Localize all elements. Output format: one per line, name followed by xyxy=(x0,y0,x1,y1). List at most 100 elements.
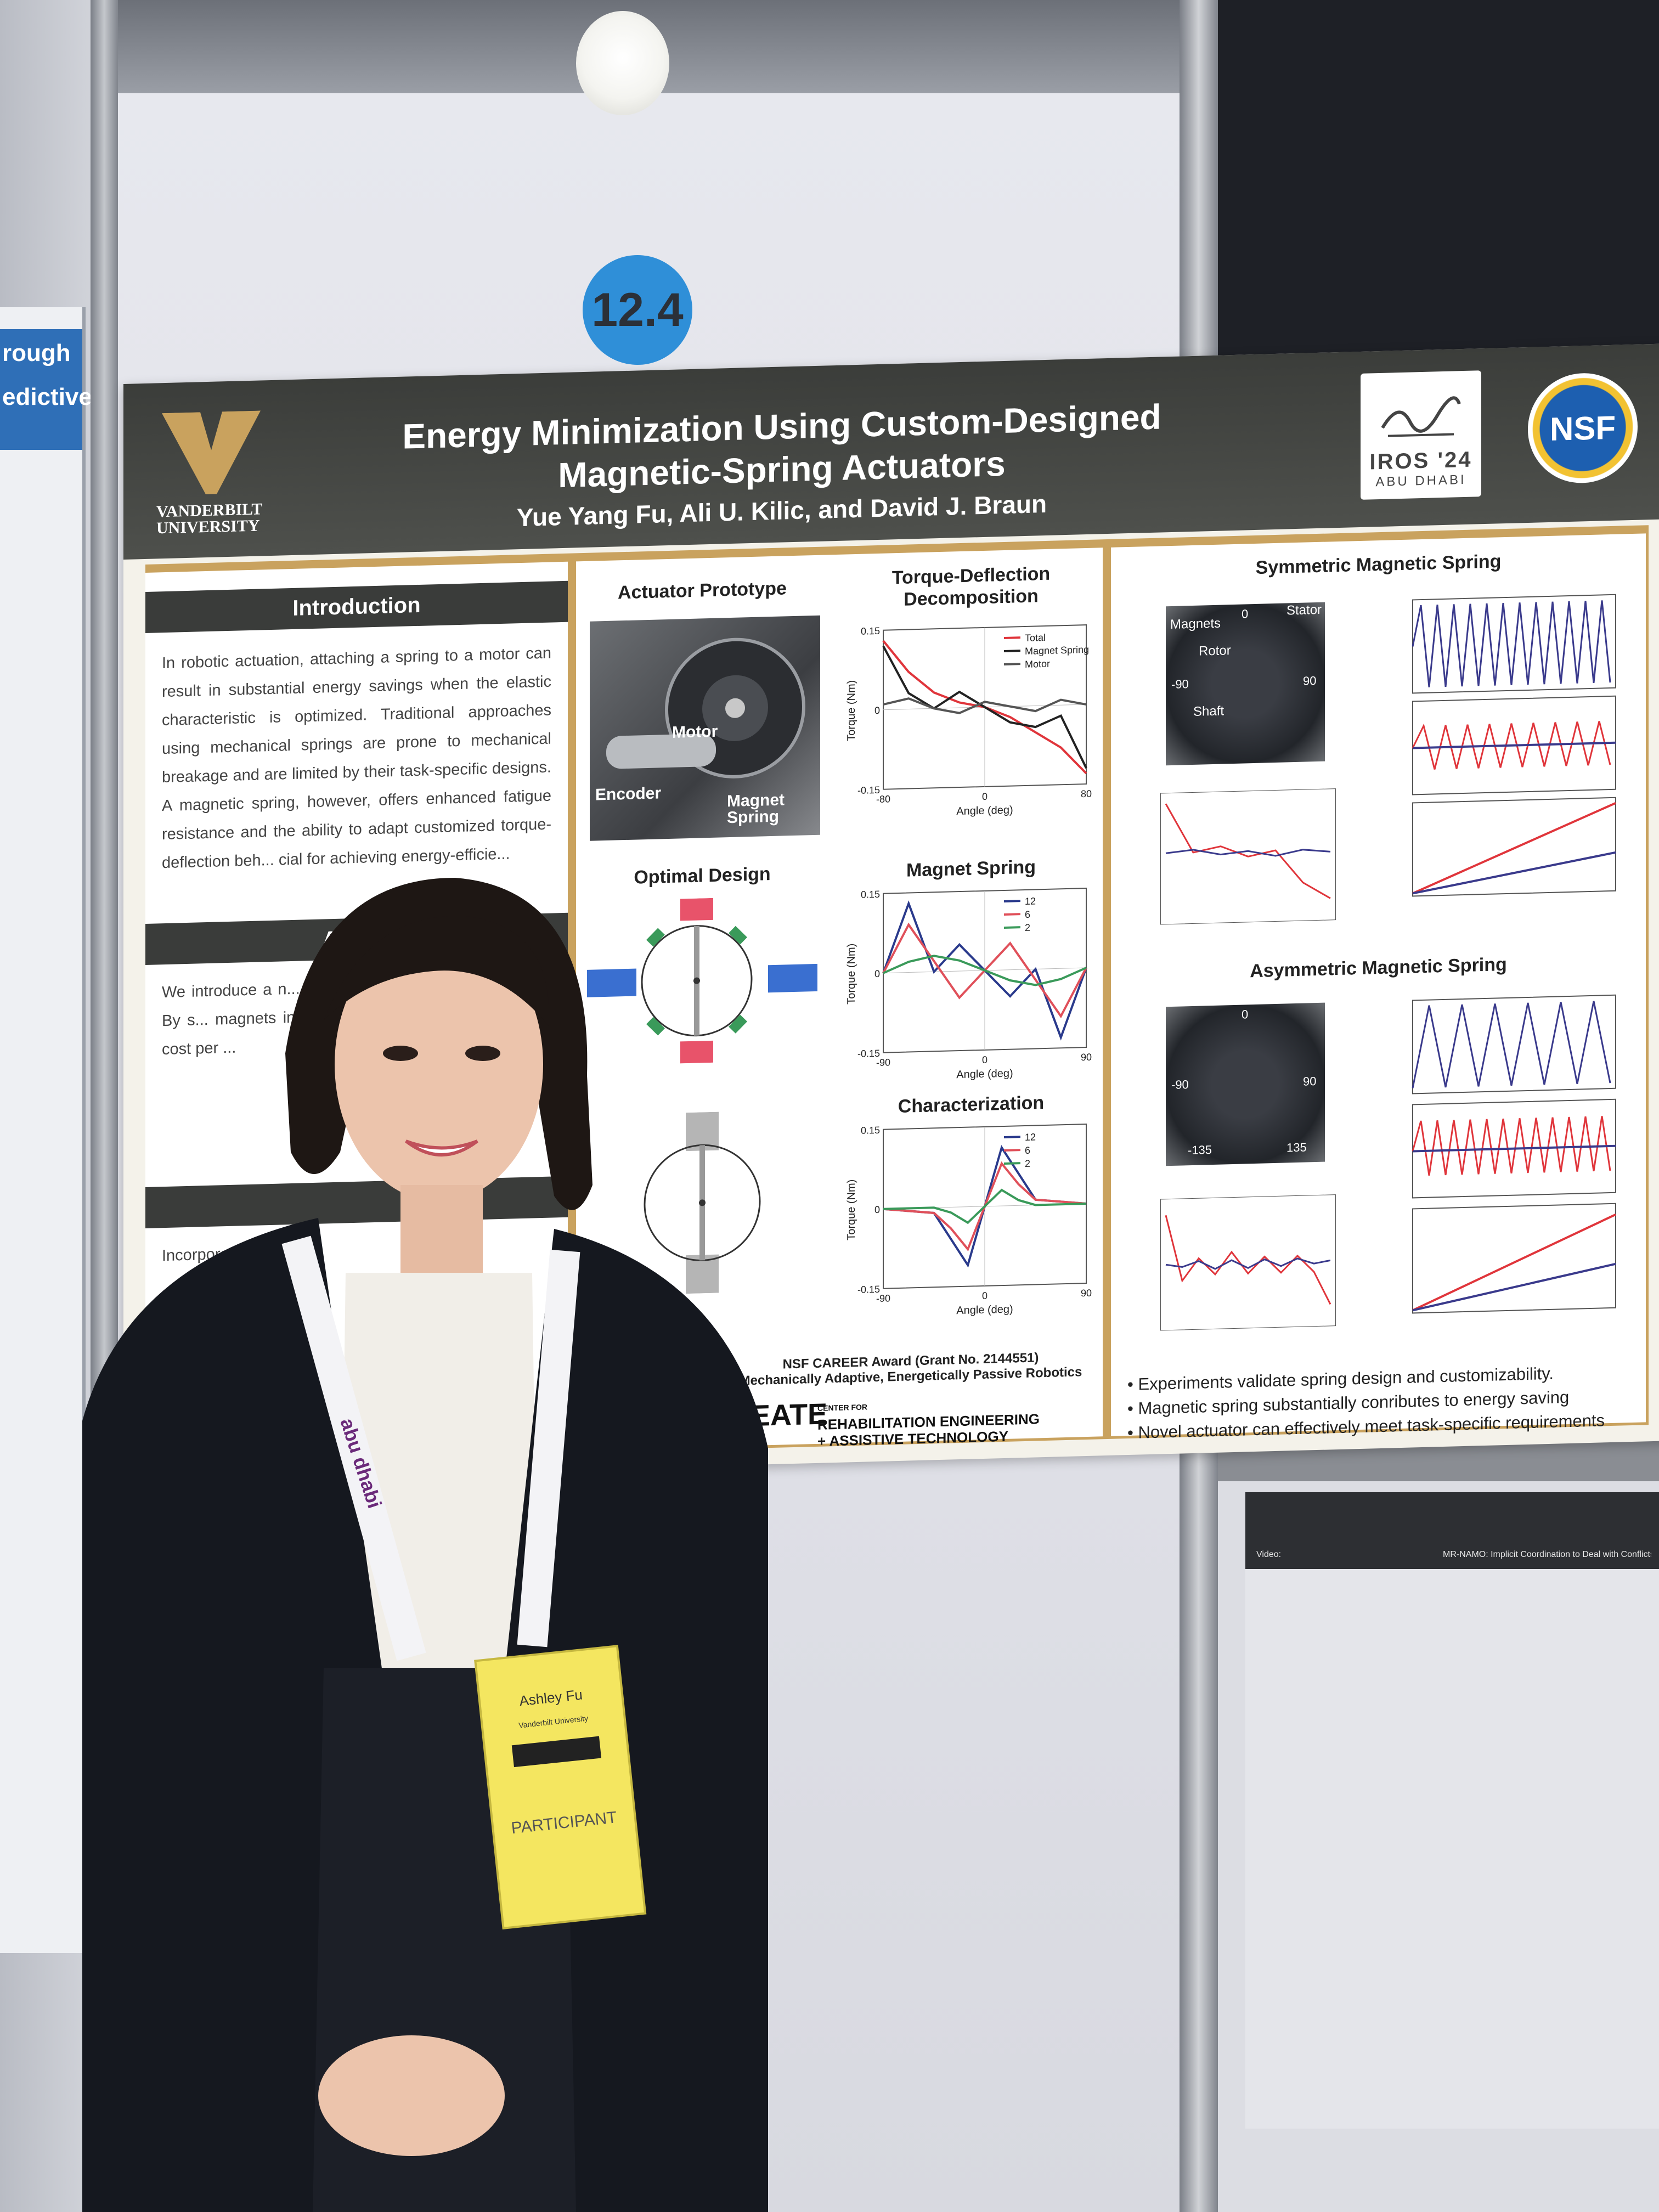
asym-label-neg135: -135 xyxy=(1188,1143,1212,1158)
y-tick-label: -0.15 xyxy=(857,785,880,796)
series-line-motor xyxy=(883,697,1087,714)
y-tick-label: 0.15 xyxy=(861,889,880,900)
magnet-spring-chart: 0.15 0 -0.15-90 0 90 Angle (deg) Torque (Nm) 12… xyxy=(845,882,1092,1087)
vanderbilt-wordmark: VANDERBILT UNIVERSITY xyxy=(156,500,283,537)
series-line-2 xyxy=(883,955,1087,986)
light-bulb xyxy=(576,11,669,115)
booth-number-badge: 12.4 xyxy=(583,255,692,365)
legend-label: 12 xyxy=(1025,1131,1036,1143)
asym-label-0: 0 xyxy=(1242,1007,1249,1022)
series-line-magnet-spring xyxy=(882,645,1087,769)
y-tick-label: 0.15 xyxy=(861,1125,880,1136)
conclusions-list: • Experiments validate spring design and… xyxy=(1127,1359,1643,1445)
photo-label-magnets: Magnets xyxy=(1170,616,1221,633)
x-tick-label: -80 xyxy=(876,793,890,805)
jacket-left xyxy=(82,1218,390,2212)
legend-label: Magnet Spring xyxy=(1025,644,1089,657)
iros-logo-location: ABU DHABI xyxy=(1375,472,1466,490)
asymmetric-spring-title: Asymmetric Magnetic Spring xyxy=(1250,953,1507,982)
actuator-wheel-icon xyxy=(665,637,805,778)
asym-label-neg90: -90 xyxy=(1171,1077,1189,1092)
nsf-logo: NSF xyxy=(1528,371,1638,484)
iros-logo-text: IROS '24 xyxy=(1369,447,1472,475)
right-eye xyxy=(465,1046,500,1061)
y-tick-label: 0 xyxy=(874,968,880,979)
hands xyxy=(318,2035,505,2156)
symmetric-torque-plot xyxy=(1160,788,1336,925)
characterization-chart: 0.15 0 -0.15-90 0 90 Angle (deg) Torque (Nm) 12… xyxy=(845,1118,1092,1323)
create-center-name: CENTER FOR REHABILITATION ENGINEERING + … xyxy=(817,1394,1040,1449)
iros-calligraphy-icon xyxy=(1381,396,1461,437)
symmetric-spring-title: Symmetric Magnetic Spring xyxy=(1255,551,1502,578)
neighbor-poster-banner: rough edictive xyxy=(0,329,92,450)
x-tick-label: 90 xyxy=(1081,1288,1092,1299)
poster-header: VANDERBILT UNIVERSITY Energy Minimizatio… xyxy=(123,343,1659,560)
x-axis-label: Angle (deg) xyxy=(956,1304,1013,1317)
asym-label-90: 90 xyxy=(1303,1074,1317,1088)
vanderbilt-logo-icon xyxy=(162,410,261,495)
x-axis-label: Angle (deg) xyxy=(956,804,1013,818)
neighbor-poster-text-1: rough xyxy=(2,340,71,366)
asymmetric-spring-photo: 0 -90 90 -135 135 xyxy=(1166,1002,1325,1166)
encoder-label: Encoder xyxy=(595,784,662,804)
magnet-spring-label: Magnet Spring xyxy=(727,791,785,827)
results-column: Symmetric Magnetic Spring Magnets Rotor … xyxy=(1111,533,1646,1436)
badge-barcode xyxy=(511,1736,602,1768)
y-axis-label: Torque (Nm) xyxy=(845,943,857,1005)
asym-label-135: 135 xyxy=(1286,1140,1307,1155)
asymmetric-torque-plot xyxy=(1160,1194,1336,1331)
optimal-design-diagram xyxy=(587,898,817,1064)
legend-label: 6 xyxy=(1025,909,1030,920)
x-tick-label: 0 xyxy=(982,1290,988,1301)
name-badge: Ashley Fu Vanderbilt University PARTICIP… xyxy=(474,1645,647,1930)
poster-body: Introduction In robotic actuation, attac… xyxy=(145,525,1649,1464)
x-tick-label: 80 xyxy=(1081,788,1092,800)
y-tick-label: 0 xyxy=(874,705,880,716)
legend-label: Motor xyxy=(1025,658,1050,670)
legend-label: 6 xyxy=(1025,1145,1030,1156)
photo-label-rotor: Rotor xyxy=(1199,643,1231,659)
magnet-spring-title: Magnet Spring xyxy=(906,856,1036,881)
series-line-2 xyxy=(883,1188,1086,1224)
legend-label: Total xyxy=(1025,632,1046,644)
legend-swatch xyxy=(1004,913,1020,916)
neck xyxy=(400,1185,483,1284)
torque-deflection-title: Torque-Deflection Decomposition xyxy=(850,562,1092,612)
neighbor-poster-footer: Video: MR-NAMO: Implicit Coordination to… xyxy=(1245,1492,1659,1569)
torque-deflection-chart: 0.15 0 -0.15-80 0 80 Angle (deg) Torque (Nm) To… xyxy=(845,619,1092,823)
introduction-text: In robotic actuation, attaching a spring… xyxy=(162,644,551,872)
photo-label-90: 90 xyxy=(1303,674,1317,688)
symmetric-time-plots xyxy=(1412,594,1616,897)
lanyard-strap-right xyxy=(517,1249,580,1647)
photo-label-0: 0 xyxy=(1242,607,1249,621)
iros-logo: IROS '24 ABU DHABI xyxy=(1361,370,1481,500)
ceiling xyxy=(1218,0,1659,373)
photo-label-stator: Stator xyxy=(1286,602,1322,618)
photo-label-shaft: Shaft xyxy=(1193,703,1224,719)
actuator-prototype-photo: Motor Encoder Magnet Spring xyxy=(590,615,820,841)
right-wall-panel xyxy=(1245,1525,1659,2129)
photo-label-neg90: -90 xyxy=(1171,677,1189,691)
y-axis-label: Torque (Nm) xyxy=(845,1179,857,1240)
neighbor-footer-text: MR-NAMO: Implicit Coordination to Deal w… xyxy=(1443,1550,1651,1559)
x-axis-label: Angle (deg) xyxy=(956,1068,1013,1081)
symmetric-spring-photo: Magnets Rotor Stator Shaft 0 -90 90 xyxy=(1166,602,1325,766)
x-tick-label: -90 xyxy=(876,1057,890,1068)
y-axis-label: Torque (Nm) xyxy=(845,680,857,741)
y-tick-label: 0.15 xyxy=(861,625,880,637)
legend-swatch xyxy=(1004,926,1020,929)
research-poster: VANDERBILT UNIVERSITY Energy Minimizatio… xyxy=(123,343,1659,1481)
characterization-title: Characterization xyxy=(898,1092,1045,1118)
x-tick-label: 0 xyxy=(982,1054,988,1065)
presenter-person: abu dhabi Ashley Fu Vanderbilt Universit… xyxy=(82,878,768,2212)
face xyxy=(335,927,543,1201)
bangs xyxy=(324,916,549,1026)
legend-swatch xyxy=(1004,636,1020,639)
x-tick-label: 90 xyxy=(1081,1052,1092,1063)
asymmetric-time-plots xyxy=(1412,994,1616,1314)
motor-label: Motor xyxy=(672,722,718,742)
smile xyxy=(405,1139,478,1156)
methods-column: Actuator Prototype Motor Encoder Magnet … xyxy=(576,548,1103,1451)
motor-cylinder-icon xyxy=(606,733,716,769)
